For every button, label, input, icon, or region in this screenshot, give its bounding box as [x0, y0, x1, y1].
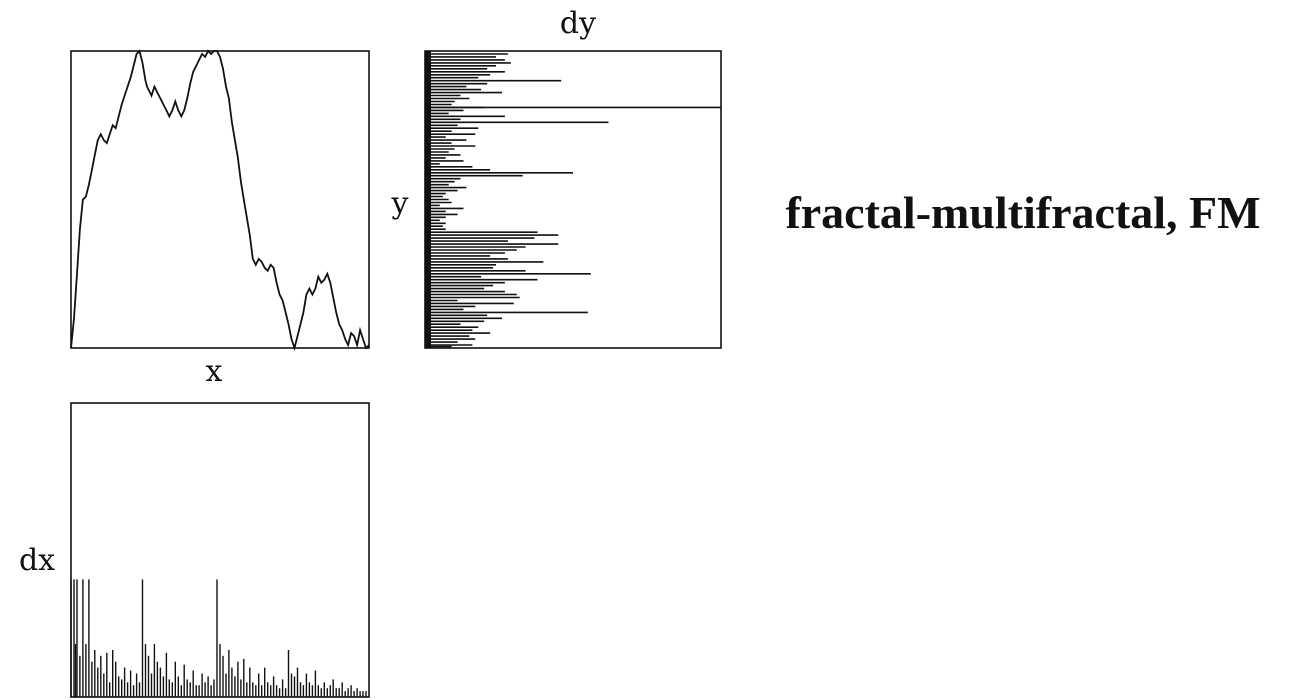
- main-x-axis-label: x: [206, 354, 223, 389]
- dy-y-axis-label: y: [391, 186, 409, 221]
- dy-plot-frame: [424, 50, 722, 349]
- dx-plot-frame: [70, 402, 370, 698]
- dx-bars-group: [70, 579, 367, 697]
- main-series-line: [70, 49, 370, 352]
- main-plot: x: [70, 49, 370, 389]
- dy-bars-group: [425, 51, 609, 348]
- dx-axis-label: dx: [19, 543, 55, 578]
- dx-plot: dx: [19, 402, 370, 698]
- dy-bar-base: [425, 51, 431, 348]
- dy-plot: dy y: [391, 6, 722, 349]
- dy-axis-label: dy: [560, 6, 596, 41]
- figure-title: fractal-multifractal, FM: [785, 187, 1260, 238]
- main-plot-frame: [70, 50, 370, 349]
